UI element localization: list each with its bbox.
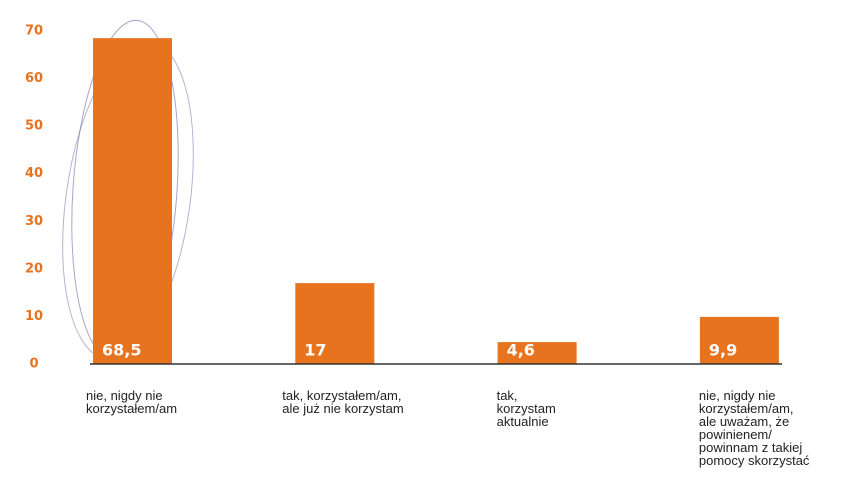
y-tick-label: 0 — [29, 357, 38, 372]
y-tick-label: 30 — [25, 214, 43, 229]
x-tick-label: nie, nigdy nie korzystałem/am, ale uważa… — [698, 388, 810, 468]
bar — [699, 316, 779, 364]
y-tick-label: 50 — [25, 119, 43, 134]
value-label: 9,9 — [709, 341, 737, 360]
y-tick-label: 70 — [25, 24, 43, 39]
x-tick-label: nie, nigdy nie korzystałem/am — [86, 388, 178, 416]
y-tick-label: 40 — [25, 166, 43, 181]
bar — [295, 283, 375, 364]
value-label: 68,5 — [102, 341, 141, 360]
x-tick-label: tak, korzystałem/am, ale już nie korzyst… — [282, 388, 404, 416]
x-tick-label: tak, korzystam aktualnie — [496, 388, 556, 429]
value-label: 4,6 — [507, 341, 535, 360]
y-tick-label: 10 — [25, 309, 43, 324]
bar — [497, 342, 577, 364]
value-label: 17 — [304, 341, 326, 360]
y-tick-label: 60 — [25, 71, 43, 86]
y-tick-label: 20 — [25, 261, 43, 276]
bar — [93, 38, 172, 365]
